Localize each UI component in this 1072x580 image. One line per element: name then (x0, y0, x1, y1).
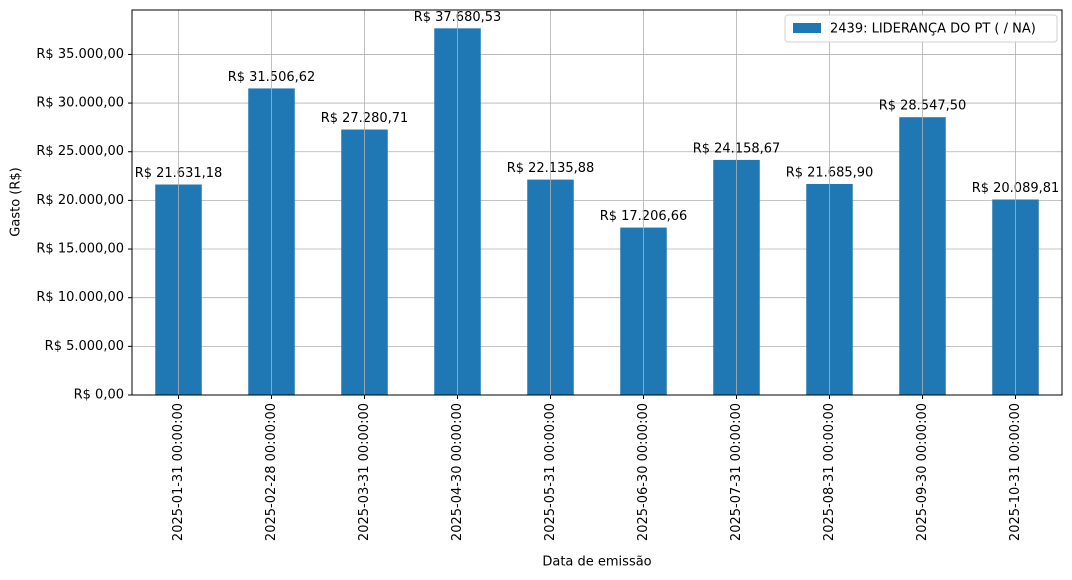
y-axis-label: Gasto (R$) (9, 167, 24, 236)
x-tick-label: 2025-05-31 00:00:00 (543, 403, 558, 541)
y-tick-label: R$ 35.000,00 (36, 47, 124, 62)
x-axis-label: Data de emissão (542, 555, 651, 570)
y-tick-label: R$ 10.000,00 (36, 290, 124, 305)
y-tick-label: R$ 5.000,00 (45, 339, 124, 354)
y-tick-label: R$ 15.000,00 (36, 242, 124, 257)
y-tick-label: R$ 0,00 (74, 388, 124, 403)
y-tick-label: R$ 25.000,00 (36, 144, 124, 159)
y-tick-label: R$ 30.000,00 (36, 96, 124, 111)
legend-label: 2439: LIDERANÇA DO PT ( / NA) (830, 22, 1036, 37)
x-tick-label: 2025-03-31 00:00:00 (357, 403, 372, 541)
x-tick-label: 2025-10-31 00:00:00 (1008, 403, 1023, 541)
x-tick-label: 2025-02-28 00:00:00 (264, 403, 279, 541)
x-tick-label: 2025-06-30 00:00:00 (636, 403, 651, 541)
x-tick-label: 2025-07-31 00:00:00 (729, 403, 744, 541)
x-tick-label: 2025-08-31 00:00:00 (822, 403, 837, 541)
x-tick-label: 2025-09-30 00:00:00 (915, 403, 930, 541)
legend-swatch (793, 23, 821, 33)
x-tick-label: 2025-01-31 00:00:00 (171, 403, 186, 541)
y-tick-label: R$ 20.000,00 (36, 193, 124, 208)
legend-box (784, 14, 1058, 43)
plot-frame (131, 9, 1063, 396)
x-tick-label: 2025-04-30 00:00:00 (450, 403, 465, 541)
